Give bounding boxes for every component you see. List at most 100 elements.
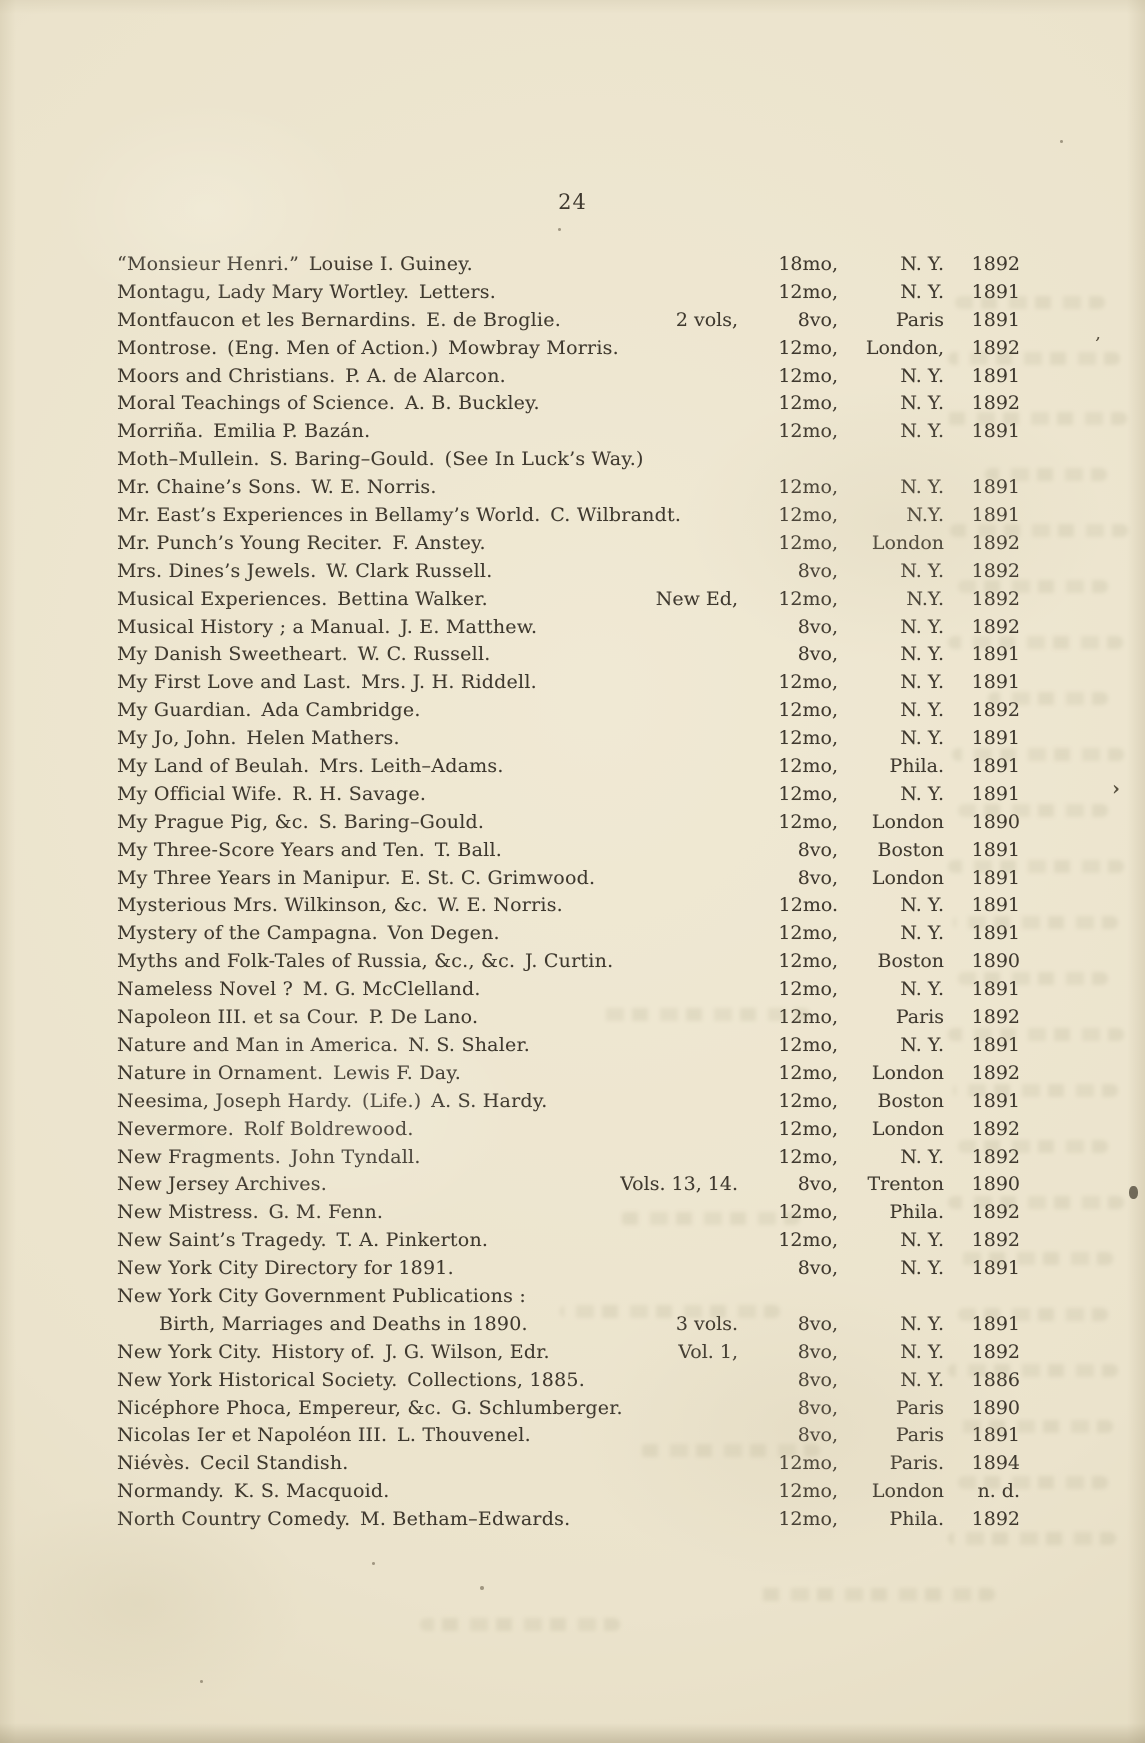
year-of-publication: 1891: [971, 280, 1020, 303]
book-title-author: My Three-Score Years and Ten. T. Ball.: [117, 838, 503, 861]
place-of-publication: London: [871, 1061, 944, 1084]
list-item: Moral Teachings of Science. A. B. Buckle…: [117, 390, 1020, 418]
format-size: 12mo,: [778, 504, 838, 527]
list-item: Morriña. Emilia P. Bazán. 12mo, N. Y. 1891: [117, 418, 1020, 446]
book-title-author: My Jo, John. Helen Mathers.: [117, 727, 400, 750]
place-of-publication: Phila.: [889, 1508, 944, 1531]
book-title-author: My Guardian. Ada Cambridge.: [117, 699, 421, 722]
format-size: 12mo,: [778, 1229, 838, 1252]
place-of-publication: N. Y.: [900, 253, 944, 275]
year-of-publication: 1891: [971, 922, 1020, 945]
format-size: 8vo,: [797, 838, 838, 861]
list-item: Normandy. K. S. Macquoid. 12mo, London n. d…: [117, 1478, 1020, 1506]
list-item: New York City Directory for 1891. 8vo, N. …: [117, 1255, 1020, 1283]
format-size: 8vo,: [797, 1340, 838, 1363]
place-of-publication: Paris: [895, 1396, 944, 1419]
year-of-publication: 1891: [971, 308, 1020, 331]
edge-ink-mark: [1129, 1186, 1138, 1199]
book-title-author: Moors and Christians. P. A. de Alarcon.: [117, 364, 506, 387]
format-size: 12mo,: [778, 587, 838, 610]
list-item: New York Historical Society. Collections…: [117, 1367, 1020, 1395]
volume-note: 3 vols.: [675, 1312, 738, 1335]
format-size: 12mo,: [778, 1061, 838, 1084]
list-item: Montagu, Lady Mary Wortley. Letters. 12mo…: [117, 279, 1020, 307]
list-item: Napoleon III. et sa Cour. P. De Lano. 12m…: [117, 1004, 1020, 1032]
list-item: Musical Experiences. Bettina Walker. New …: [117, 586, 1020, 614]
book-title-author: New York City Government Publications :: [117, 1284, 527, 1307]
year-of-publication: 1892: [971, 1145, 1020, 1168]
format-size: 12mo,: [778, 420, 838, 443]
year-of-publication: 1892: [971, 1117, 1020, 1140]
place-of-publication: N. Y.: [900, 643, 944, 666]
year-of-publication: 1886: [971, 1368, 1020, 1391]
list-item: My Danish Sweetheart. W. C. Russell. 8vo,…: [117, 641, 1020, 669]
ink-speck: [1060, 140, 1063, 143]
edge-ink-mark: ›: [1112, 776, 1120, 800]
ink-speck: [480, 1586, 484, 1590]
year-of-publication: 1892: [971, 1508, 1020, 1531]
place-of-publication: N. Y.: [900, 978, 944, 1001]
list-item: Nevermore. Rolf Boldrewood. 12mo, London 18…: [117, 1116, 1020, 1144]
book-title-author: My Three Years in Manipur. E. St. C. Gri…: [117, 866, 596, 889]
place-of-publication: N. Y.: [900, 1257, 944, 1280]
volume-note: New Ed,: [655, 587, 738, 610]
format-size: 8vo,: [797, 559, 838, 582]
book-title-author: Mrs. Dines’s Jewels. W. Clark Russell.: [117, 559, 493, 582]
year-of-publication: 1892: [971, 587, 1020, 610]
place-of-publication: N. Y.: [900, 559, 944, 582]
format-size: 12mo,: [778, 392, 838, 415]
year-of-publication: 1892: [971, 1229, 1020, 1252]
format-size: 8vo,: [797, 308, 838, 331]
book-title-author: Myths and Folk-Tales of Russia, &c., &c.…: [117, 950, 614, 973]
year-of-publication: 1891: [971, 838, 1020, 861]
list-item: Musical History ; a Manual. J. E. Matthe…: [117, 614, 1020, 642]
list-item: New Jersey Archives. Vols. 13, 14. 8vo, Tre…: [117, 1171, 1020, 1199]
book-list: “Monsieur Henri.” Louise I. Guiney. 18mo,…: [117, 251, 1020, 1534]
book-title-author: Musical Experiences. Bettina Walker.: [117, 587, 488, 610]
book-title-author: Montfaucon et les Bernardins. E. de Brog…: [117, 308, 561, 331]
format-size: 12mo,: [778, 727, 838, 750]
book-title-author: Neesima, Joseph Hardy. (Life.) A. S. Har…: [117, 1089, 548, 1112]
year-of-publication: 1891: [971, 364, 1020, 387]
place-of-publication: London,: [865, 336, 944, 359]
place-of-publication: N.Y.: [906, 587, 944, 610]
year-of-publication: 1891: [971, 866, 1020, 889]
book-title-author: Mr. Punch’s Young Reciter. F. Anstey.: [117, 531, 486, 554]
year-of-publication: 1891: [971, 476, 1020, 499]
list-item: Montfaucon et les Bernardins. E. de Brog…: [117, 307, 1020, 335]
book-title-author: Musical History ; a Manual. J. E. Matthe…: [117, 615, 538, 638]
book-title-author: Moth–Mullein. S. Baring–Gould. (See In L…: [117, 448, 644, 471]
book-title-author: New York City Directory for 1891.: [117, 1257, 454, 1280]
book-title-author: Mysterious Mrs. Wilkinson, &c. W. E. Nor…: [117, 894, 563, 917]
year-of-publication: 1891: [971, 671, 1020, 694]
format-size: 12mo,: [778, 1452, 838, 1475]
list-item: Nature and Man in America. N. S. Shaler.…: [117, 1032, 1020, 1060]
bleed-through-artifact: [755, 1588, 995, 1601]
place-of-publication: Paris: [895, 1006, 944, 1029]
year-of-publication: 1892: [971, 253, 1020, 275]
book-title-author: Mystery of the Campagna. Von Degen.: [117, 922, 500, 945]
year-of-publication: 1892: [971, 531, 1020, 554]
place-of-publication: Boston: [877, 838, 944, 861]
book-title-author: New Jersey Archives.: [117, 1173, 327, 1196]
list-item: Nicolas Ier et Napoléon III. L. Thouvene…: [117, 1422, 1020, 1450]
year-of-publication: 1890: [971, 810, 1020, 833]
list-item: Nature in Ornament. Lewis F. Day. 12mo, Lo…: [117, 1060, 1020, 1088]
book-title-author: Moral Teachings of Science. A. B. Buckle…: [117, 392, 540, 415]
place-of-publication: London: [871, 1480, 944, 1503]
place-of-publication: N. Y.: [900, 671, 944, 694]
format-size: 12mo,: [778, 336, 838, 359]
format-size: 8vo,: [797, 1257, 838, 1280]
book-title-author: Nevermore. Rolf Boldrewood.: [117, 1117, 414, 1140]
place-of-publication: London: [871, 866, 944, 889]
year-of-publication: n. d.: [977, 1480, 1020, 1503]
place-of-publication: Paris: [895, 1424, 944, 1447]
list-item: Moth–Mullein. S. Baring–Gould. (See In L…: [117, 446, 1020, 474]
place-of-publication: N. Y.: [900, 364, 944, 387]
format-size: 8vo,: [797, 1396, 838, 1419]
year-of-publication: 1891: [971, 894, 1020, 917]
book-title-author: My Land of Beulah. Mrs. Leith–Adams.: [117, 755, 504, 778]
book-title-author: Nicéphore Phoca, Empereur, &c. G. Schlum…: [117, 1396, 623, 1419]
place-of-publication: Trenton: [867, 1173, 944, 1196]
page-number: 24: [558, 190, 587, 214]
